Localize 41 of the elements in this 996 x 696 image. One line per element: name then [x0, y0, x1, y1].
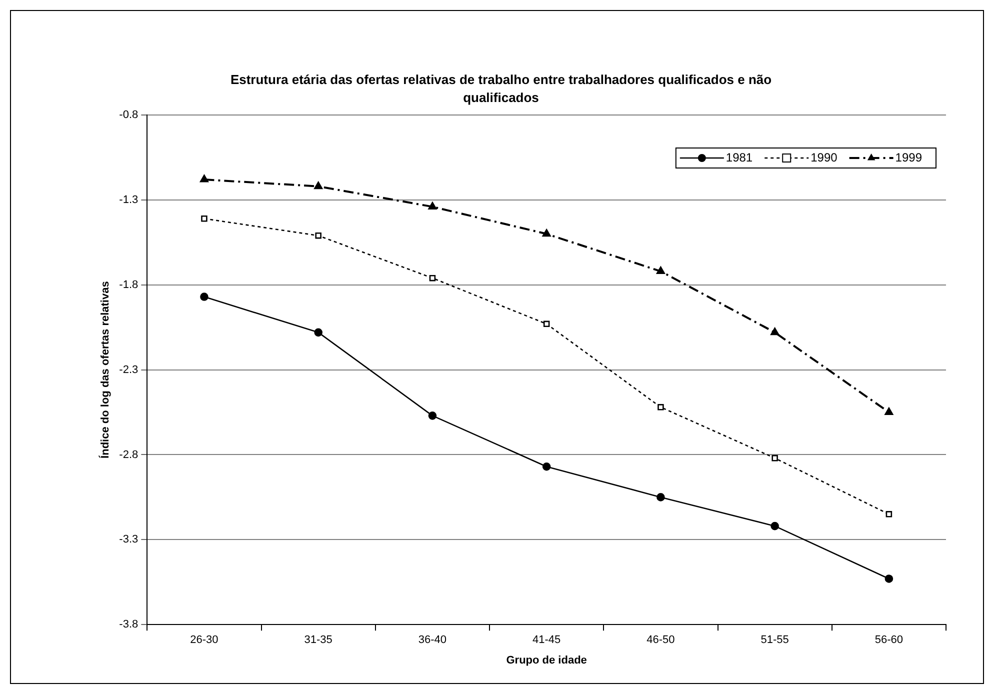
point [200, 292, 208, 301]
legend-label: 1981 [726, 150, 753, 164]
x-tick-label: 41-45 [532, 634, 561, 646]
point [772, 455, 778, 462]
x-tick-label: 31-35 [304, 634, 332, 646]
legend-label: 1990 [810, 150, 838, 164]
x-tick-label: 56-60 [874, 634, 904, 646]
y-tick-label: -2.3 [119, 364, 138, 376]
point [770, 522, 779, 530]
point [428, 412, 437, 420]
x-tick-label: 36-40 [418, 634, 447, 646]
point [542, 229, 551, 237]
point [201, 215, 208, 222]
point [314, 328, 322, 337]
legend-label: 1999 [895, 150, 922, 164]
point [770, 328, 779, 336]
y-tick-label: -1.3 [119, 194, 138, 206]
x-axis-title: Grupo de idade [506, 654, 587, 666]
point [886, 511, 892, 518]
x-tick-label: 46-50 [646, 634, 675, 646]
point [542, 462, 551, 471]
point [315, 232, 322, 239]
point [656, 266, 665, 274]
x-tick-label: 51-55 [760, 634, 789, 646]
y-tick-label: -3.8 [119, 618, 138, 631]
y-tick-label: -2.8 [119, 448, 138, 461]
point [314, 182, 322, 190]
y-tick-label: -3.3 [119, 534, 138, 546]
point [429, 274, 436, 282]
x-tick-label: 26-30 [190, 634, 218, 646]
y-tick-label: -0.8 [119, 109, 138, 122]
point [200, 175, 208, 182]
point [658, 404, 664, 410]
point [884, 408, 893, 416]
y-axis-title: Índice do log das ofertas relativas [98, 281, 112, 458]
point [656, 493, 665, 502]
chart-title: Estrutura etária das ofertas relativas de trabalho entre trabalhadores qualificados e não qualificados [229, 71, 773, 107]
point [543, 320, 550, 328]
y-tick-label: -1.8 [119, 278, 138, 291]
point [428, 202, 436, 210]
point [884, 574, 894, 583]
